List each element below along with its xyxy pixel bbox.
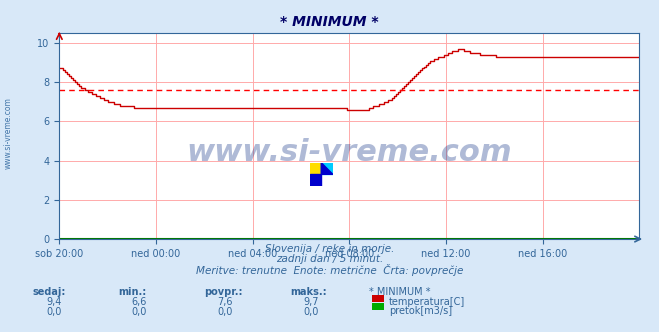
Text: 0,0: 0,0: [303, 307, 318, 317]
Text: 7,6: 7,6: [217, 297, 233, 307]
Bar: [310, 163, 322, 174]
Text: 0,0: 0,0: [132, 307, 147, 317]
Text: 9,4: 9,4: [46, 297, 61, 307]
Text: zadnji dan / 5 minut.: zadnji dan / 5 minut.: [276, 254, 383, 264]
Text: Slovenija / reke in morje.: Slovenija / reke in morje.: [265, 244, 394, 254]
Text: 0,0: 0,0: [46, 307, 61, 317]
Text: sedaj:: sedaj:: [33, 287, 67, 297]
Polygon shape: [322, 163, 333, 174]
Bar: [310, 174, 322, 186]
Text: 0,0: 0,0: [217, 307, 233, 317]
Text: 9,7: 9,7: [303, 297, 319, 307]
Text: www.si-vreme.com: www.si-vreme.com: [3, 97, 13, 169]
Text: min.:: min.:: [119, 287, 147, 297]
Text: pretok[m3/s]: pretok[m3/s]: [389, 306, 452, 316]
Bar: [322, 163, 333, 174]
Text: 6,6: 6,6: [132, 297, 147, 307]
Text: maks.:: maks.:: [290, 287, 327, 297]
Text: temperatura[C]: temperatura[C]: [389, 297, 465, 307]
Text: * MINIMUM *: * MINIMUM *: [280, 15, 379, 29]
Text: povpr.:: povpr.:: [204, 287, 243, 297]
Text: www.si-vreme.com: www.si-vreme.com: [186, 138, 512, 167]
Text: Meritve: trenutne  Enote: metrične  Črta: povprečje: Meritve: trenutne Enote: metrične Črta: …: [196, 264, 463, 276]
Text: * MINIMUM *: * MINIMUM *: [369, 287, 430, 297]
